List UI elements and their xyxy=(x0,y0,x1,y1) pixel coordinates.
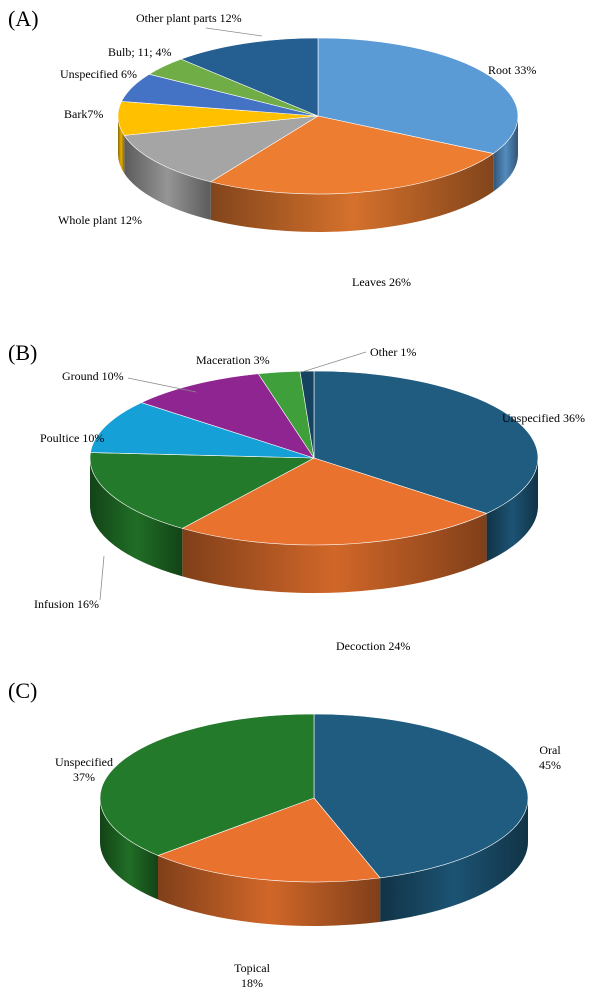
pie-0-side-1 xyxy=(210,153,494,232)
pie-2-label-1: Topical 18% xyxy=(234,961,270,990)
pie-2-top xyxy=(99,713,529,883)
pie-1-slice-2 xyxy=(89,452,316,529)
pie-chart-a: (A) Root 33% Leaves 26% Whole plant 12% Bar… xyxy=(0,0,600,320)
pie-b-canvas: Unspecified 36% Decoction 24% Infusion 16%… xyxy=(34,345,585,653)
pie-1-leader-2 xyxy=(99,555,105,601)
pie-0-sides xyxy=(118,116,518,232)
pie-0-label-1: Leaves 26% xyxy=(352,275,411,289)
pie-2-sides xyxy=(100,798,528,926)
pie-0-side-0 xyxy=(493,116,518,192)
pie-1-side-0 xyxy=(486,458,538,562)
pie-0-top xyxy=(117,37,519,195)
pie-1-label-0: Unspecified 36% xyxy=(502,411,585,425)
pie-0-side-2 xyxy=(124,135,211,220)
pie-1-label-1: Decoction 24% xyxy=(336,639,410,653)
pie-0-label-0: Root 33% xyxy=(488,63,536,77)
pie-2-side-1 xyxy=(158,855,381,926)
pie-1-top xyxy=(89,370,539,546)
panel-label-a: (A) xyxy=(8,6,39,31)
pie-0-slice-6 xyxy=(180,37,319,117)
pie-1-label-5: Maceration 3% xyxy=(196,353,270,367)
pie-2-slice-2 xyxy=(99,713,315,856)
pie-0-label-5: Bulb; 11; 4% xyxy=(108,45,172,59)
pie-1-label-2: Infusion 16% xyxy=(34,597,99,611)
pie-0-side-3 xyxy=(118,116,125,174)
pie-chart-b: (B) Unspecified 36% Decoction 24% Infusion… xyxy=(0,330,600,670)
pie-0-leader-0 xyxy=(205,27,263,37)
pie-0-label-4: Unspecified 6% xyxy=(60,67,137,81)
pie-2-side-0 xyxy=(380,798,528,922)
pie-0-slice-0 xyxy=(317,37,519,154)
pie-c-canvas: Oral 45% Topical 18% Unspecified 37% xyxy=(55,713,561,990)
pie-1-label-3: Poultice 10% xyxy=(40,431,104,445)
pie-1-label-6: Other 1% xyxy=(370,345,416,359)
pie-1-slice-3 xyxy=(90,402,315,459)
pie-1-side-2 xyxy=(90,458,183,577)
pie-1-leader-0 xyxy=(127,377,197,393)
panel-label-c: (C) xyxy=(8,678,38,703)
pie-0-slice-2 xyxy=(123,115,319,183)
pie-2-label-2: Unspecified 37% xyxy=(55,755,113,784)
pie-1-leader-1 xyxy=(301,351,367,373)
pie-1-label-4: Ground 10% xyxy=(62,369,124,383)
pie-a-canvas: Root 33% Leaves 26% Whole plant 12% Bark7% U… xyxy=(58,11,536,289)
panel-label-b: (B) xyxy=(8,340,38,365)
pie-2-side-2 xyxy=(100,798,159,900)
pie-1-slice-4 xyxy=(140,373,315,459)
pie-1-slice-6 xyxy=(299,370,315,459)
pie-0-label-6: Other plant parts 12% xyxy=(136,11,242,25)
pie-2-slice-1 xyxy=(157,797,381,883)
pie-1-slice-1 xyxy=(181,457,488,546)
pie-1-sides xyxy=(90,458,538,593)
pie-0-label-2: Whole plant 12% xyxy=(58,213,142,227)
pie-1-side-1 xyxy=(182,513,487,593)
pie-0-label-3: Bark7% xyxy=(64,107,103,121)
pie-0-slice-1 xyxy=(210,115,494,195)
pie-chart-c: (C) Oral 45% Topical 18% Unspecified 37% xyxy=(0,672,600,1006)
pie-2-slice-0 xyxy=(313,713,529,879)
pie-2-label-0: Oral 45% xyxy=(539,743,561,772)
pie-1-slice-0 xyxy=(313,370,539,514)
